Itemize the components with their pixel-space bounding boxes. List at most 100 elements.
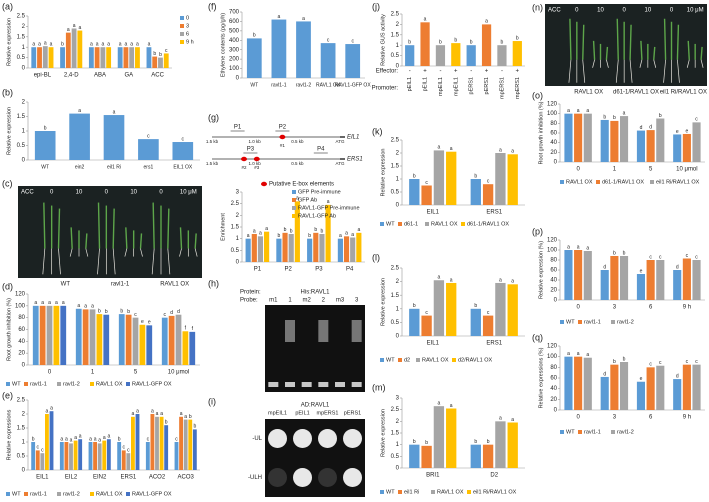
bar (682, 133, 691, 162)
treatment-label: ACC (21, 190, 34, 196)
scale-label: 0.5 kb (291, 139, 304, 144)
bar (164, 425, 169, 470)
bar (32, 305, 39, 365)
effector-sign: - (439, 69, 441, 75)
legend-label: eil1 Ri/RAVL1 OX (473, 489, 517, 495)
legend-swatch (57, 492, 61, 496)
seedling-root (179, 248, 182, 257)
significance-letter: a (48, 300, 51, 306)
seedling-shoot (85, 233, 88, 249)
lane-label: 2 (322, 298, 326, 304)
y-tick-label: 2 (22, 100, 26, 106)
bar (583, 113, 592, 162)
bar (135, 47, 140, 68)
bar (189, 331, 196, 365)
significance-letter: a (265, 226, 268, 232)
y-axis-label: Relative expressions (%) (538, 347, 544, 408)
significance-letter: b (474, 303, 477, 309)
genotype-label: ravl1-1 (111, 282, 130, 288)
legend-label: ravl1-2 (63, 381, 80, 387)
bar (673, 270, 682, 300)
x-tick-label: ravl1-1 (271, 82, 287, 88)
column-label: pERS1 (344, 410, 361, 416)
bar (307, 238, 313, 262)
x-tick-label: GA (124, 73, 133, 79)
bar (350, 237, 356, 262)
legend-swatch (452, 358, 456, 362)
significance-letter: c (649, 362, 652, 368)
legend-swatch (398, 490, 402, 494)
y-tick-label: 0.5 (391, 454, 400, 460)
significance-letter: a (567, 244, 570, 250)
significance-letter: a (351, 232, 354, 238)
x-tick-label: pEIL1 (407, 77, 413, 91)
seedling-root (615, 59, 619, 83)
bar (409, 179, 420, 205)
legend-swatch (90, 492, 94, 496)
bar (71, 28, 77, 68)
panel-label: (b) (2, 87, 13, 97)
bar (77, 30, 83, 69)
bar (102, 440, 107, 470)
significance-letter: d (177, 309, 180, 315)
y-tick-label: 2.5 (391, 138, 400, 144)
y-tick-label: 40 (550, 386, 557, 392)
x-tick-label: 2,4-D (64, 73, 79, 79)
y-tick-label: 80 (550, 258, 557, 264)
y-tick-label: 1.5 (231, 225, 240, 231)
significance-letter: d (649, 124, 652, 130)
y-tick-label: 400 (229, 38, 240, 44)
significance-letter: d (676, 264, 679, 270)
significance-letter: a (339, 233, 342, 239)
y-tick-label: 80 (18, 315, 25, 321)
bar (117, 47, 123, 68)
significance-letter: c (695, 117, 698, 123)
bar (135, 414, 140, 470)
legend-swatch (180, 16, 184, 20)
bar (161, 317, 168, 365)
seedling-shoot (616, 18, 619, 60)
bar (93, 442, 98, 470)
seedling-shoot (43, 202, 46, 249)
probe-label: P4 (317, 147, 325, 153)
significance-letter: b (439, 40, 442, 46)
bar (296, 21, 311, 78)
x-tick-label: mpEIL1 (438, 77, 444, 96)
y-tick-label: 200 (229, 57, 240, 63)
legend-label: RAVL1-GFP Ab (298, 213, 336, 219)
significance-letter: b (516, 35, 519, 41)
significance-letter: b (408, 40, 411, 46)
legend-swatch (126, 382, 130, 386)
seedling-root (653, 59, 657, 68)
y-tick-label: 0 (396, 64, 400, 70)
bar (692, 260, 701, 300)
y-tick-label: 20 (18, 351, 25, 357)
significance-letter: a (94, 436, 97, 442)
effector-sign: + (516, 69, 520, 75)
legend-label: WT (386, 357, 395, 363)
x-tick-label: EIL1 OX (173, 164, 193, 170)
legend-swatch (578, 320, 582, 324)
x-tick-label: EIL2 (65, 475, 78, 481)
panel-label: (c) (2, 178, 13, 188)
bar (39, 305, 46, 365)
legend-swatch (292, 198, 296, 202)
significance-letter: a (136, 408, 139, 414)
significance-letter: c (147, 133, 150, 139)
significance-letter: a (499, 147, 502, 153)
bar (646, 260, 655, 300)
significance-letter: e (676, 129, 679, 135)
y-tick-label: 20 (550, 397, 557, 403)
y-axis-label: Relative expression (%) (538, 241, 544, 299)
significance-letter: c (649, 254, 652, 260)
y-tick-label: 2 (396, 419, 400, 425)
bar (251, 234, 257, 262)
legend-label: d61-1/RAVL1 OX (602, 179, 644, 185)
seedling-root (700, 59, 704, 68)
bar (125, 314, 132, 365)
y-tick-label: 60 (18, 327, 25, 333)
legend-label: RAVL1 OX (96, 491, 123, 497)
seedling-root (42, 248, 46, 275)
bar (245, 238, 251, 262)
significance-letter: c (165, 48, 168, 54)
